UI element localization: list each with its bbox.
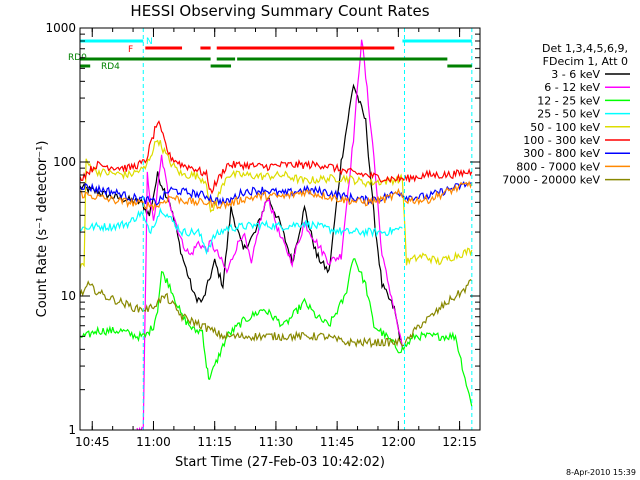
plot-frame <box>79 27 481 431</box>
x-tick-label: 10:45 <box>75 435 110 449</box>
x-tick-label: 11:15 <box>197 435 232 449</box>
chart-title: HESSI Observing Summary Count Rates <box>130 2 429 20</box>
series-layer <box>80 39 473 430</box>
series-line-7 <box>80 180 473 212</box>
legend-entry-label: 7000 - 20000 keV <box>502 174 600 187</box>
series-line-5 <box>80 120 473 195</box>
legend-header-line-2: FDecim 1, Att 0 <box>543 55 628 68</box>
y-tick-label: 1 <box>68 423 76 437</box>
flag-label-rd0: RD0 <box>68 53 87 63</box>
vertical-markers <box>142 28 473 430</box>
x-tick-label: 12:00 <box>381 435 416 449</box>
legend: Det 1,3,4,5,6,9, FDecim 1, Att 0 3 - 6 k… <box>502 42 630 187</box>
x-tick-label: 11:00 <box>136 435 171 449</box>
flag-label-n: N <box>146 37 153 47</box>
legend-entry-label: 6 - 12 keV <box>544 81 600 94</box>
x-axis-ticks: 10:45 11:00 11:15 11:30 11:45 12:00 12:15 <box>75 28 481 449</box>
series-line-1 <box>136 39 403 430</box>
x-tick-label: 12:15 <box>442 435 477 449</box>
y-tick-label: 10 <box>61 289 76 303</box>
y-axis-label: Count Rate (s⁻¹ detector⁻¹) <box>35 141 50 318</box>
legend-entry-label: 100 - 300 keV <box>523 134 600 147</box>
legend-entry-label: 12 - 25 keV <box>537 94 600 107</box>
y-axis-ticks: 1 10 100 1000 <box>45 21 480 437</box>
legend-entry-label: 50 - 100 keV <box>530 121 600 134</box>
x-tick-label: 11:30 <box>259 435 294 449</box>
series-line-6 <box>80 180 472 207</box>
flag-label-rd4: RD4 <box>101 62 120 72</box>
series-line-2 <box>80 258 473 407</box>
legend-header-line-1: Det 1,3,4,5,6,9, <box>542 42 628 55</box>
legend-entry-label: 800 - 7000 keV <box>516 160 600 173</box>
y-tick-label: 1000 <box>45 21 76 35</box>
flag-bars: N F RD0 RD4 <box>68 37 472 72</box>
x-tick-label: 11:45 <box>320 435 355 449</box>
legend-entry-label: 25 - 50 keV <box>537 108 600 121</box>
series-line-3 <box>80 207 403 256</box>
legend-entry-label: 300 - 800 keV <box>523 147 600 160</box>
legend-entry-label: 3 - 6 keV <box>551 68 600 81</box>
series-line-8 <box>80 279 473 349</box>
series-line-4 <box>80 139 473 269</box>
x-axis-label: Start Time (27-Feb-03 10:42:02) <box>175 455 385 470</box>
flag-label-f: F <box>128 45 133 55</box>
generated-timestamp: 8-Apr-2010 15:39 <box>566 468 636 477</box>
y-tick-label: 100 <box>53 155 76 169</box>
